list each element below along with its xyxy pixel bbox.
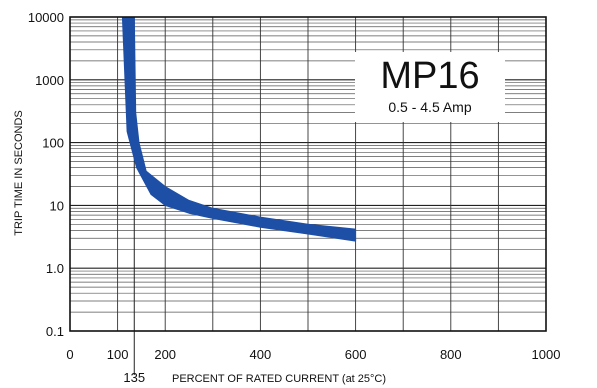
x-tick-labels: 0 100 200 400 600 800 1000 135 — [66, 347, 560, 385]
x-tick-label: 600 — [345, 347, 367, 362]
y-axis-label: TRIP TIME IN SECONDS — [13, 110, 25, 236]
x-tick-label: 200 — [154, 347, 176, 362]
chart-title: MP16 — [380, 55, 479, 97]
x-tick-label: 1000 — [532, 347, 561, 362]
y-tick-label: 100 — [42, 136, 64, 151]
x-tick-label: 400 — [250, 347, 272, 362]
x-axis-label: PERCENT OF RATED CURRENT (at 25°C) — [172, 373, 386, 385]
trip-curve-band — [121, 16, 357, 242]
x-tick-label: 100 — [107, 347, 129, 362]
y-tick-label: 10000 — [28, 10, 64, 25]
y-tick-label: 1000 — [35, 73, 64, 88]
plot-frame — [69, 16, 547, 332]
x-tick-label: 800 — [440, 347, 462, 362]
trip-curve-area — [121, 16, 357, 242]
y-tick-label: 0.1 — [46, 324, 64, 339]
y-tick-label: 1.0 — [46, 261, 64, 276]
y-tick-label: 10 — [50, 198, 64, 213]
x-tick-label-135: 135 — [123, 370, 145, 385]
title-box — [355, 52, 505, 122]
x-tick-label: 0 — [66, 347, 73, 362]
y-tick-labels: 0.1 1.0 10 100 1000 10000 — [28, 10, 64, 339]
chart-subtitle: 0.5 - 4.5 Amp — [388, 99, 471, 115]
